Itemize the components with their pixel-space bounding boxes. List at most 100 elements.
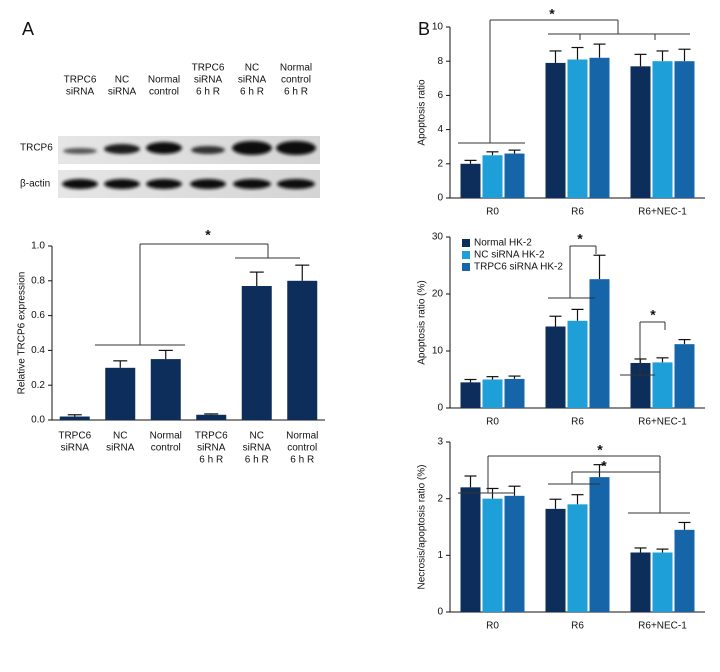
- y-axis-label: Necrosis/apoptosis ratio (%): [417, 464, 428, 589]
- y-tick-label: 0.2: [31, 380, 45, 391]
- bar: [652, 552, 673, 612]
- panel-label: A: [22, 19, 34, 39]
- blot-row-label: β-actin: [20, 179, 50, 190]
- x-tick-label: R0: [486, 621, 499, 632]
- legend-label: TRPC6 siRNA HK-2: [474, 262, 563, 273]
- legend-swatch: [462, 263, 470, 271]
- lane-label: NC: [115, 75, 129, 86]
- y-tick-label: 1.0: [31, 241, 45, 252]
- lane-label: control: [149, 87, 179, 98]
- lane-label: siRNA: [66, 87, 95, 98]
- western-blot: TRCP6 β-actin: [20, 136, 320, 198]
- x-tick-label: R6+NEC-1: [638, 207, 687, 218]
- blot-strip: [58, 170, 320, 198]
- bar: [567, 504, 588, 612]
- bar: [567, 59, 588, 198]
- bar: [105, 367, 136, 420]
- y-tick-label: 2: [437, 493, 443, 504]
- y-tick-label: 0: [437, 607, 443, 618]
- x-tick-label: Normal: [286, 431, 318, 442]
- significance-star: *: [650, 307, 656, 323]
- y-tick-label: 6: [437, 90, 443, 101]
- bar: [652, 362, 673, 408]
- legend-swatch: [462, 251, 470, 259]
- x-tick-label: siRNA: [61, 443, 90, 454]
- legend-label: NC siRNA HK-2: [474, 250, 545, 261]
- bar: [589, 57, 610, 198]
- x-tick-label: TRPC6: [58, 431, 91, 442]
- bar: [545, 62, 566, 198]
- significance-star: *: [597, 442, 603, 458]
- y-tick-label: 10: [432, 22, 444, 33]
- bar: [482, 498, 503, 612]
- y-tick-label: 0.8: [31, 275, 45, 286]
- lane-label: TRPC6: [64, 75, 97, 86]
- legend-label: Normal HK-2: [474, 238, 532, 249]
- x-tick-label: siRNA: [197, 443, 226, 454]
- blot-strip: [58, 136, 320, 164]
- y-tick-label: 10: [432, 346, 444, 357]
- bar: [545, 508, 566, 612]
- y-tick-label: 3: [437, 437, 443, 448]
- blot-row-label: TRCP6: [20, 143, 53, 154]
- x-tick-label: control: [151, 443, 181, 454]
- bar: [630, 552, 651, 612]
- lane-label: siRNA: [108, 87, 137, 98]
- x-tick-label: R6+NEC-1: [638, 417, 687, 428]
- significance-star: *: [549, 6, 555, 22]
- x-tick-label: R6+NEC-1: [638, 621, 687, 632]
- x-tick-label: NC: [113, 431, 127, 442]
- bar: [241, 286, 272, 420]
- x-tick-label: R6: [571, 207, 584, 218]
- bar: [59, 416, 90, 420]
- y-tick-label: 30: [432, 232, 444, 243]
- lane-label: Normal: [148, 75, 180, 86]
- bar: [630, 362, 651, 408]
- lane-label: control: [281, 75, 311, 86]
- bar: [630, 66, 651, 198]
- bar: [482, 379, 503, 408]
- lane-label: 6 h R: [240, 87, 264, 98]
- bar: [460, 487, 481, 612]
- y-tick-label: 20: [432, 289, 444, 300]
- x-tick-label: siRNA: [243, 443, 272, 454]
- bar: [504, 378, 525, 408]
- significance-star: *: [205, 227, 211, 243]
- bar: [674, 529, 695, 612]
- y-tick-label: 0.6: [31, 310, 45, 321]
- y-tick-label: 8: [437, 56, 443, 67]
- bar: [504, 495, 525, 612]
- bar: [567, 320, 588, 408]
- bar: [674, 344, 695, 408]
- bar: [482, 155, 503, 198]
- legend-swatch: [462, 239, 470, 247]
- lane-label: Normal: [280, 63, 312, 74]
- lane-label: TRPC6: [192, 63, 225, 74]
- lane-label: 6 h R: [196, 87, 220, 98]
- lane-label: siRNA: [194, 75, 223, 86]
- y-tick-label: 0.0: [31, 415, 45, 426]
- bar: [460, 163, 481, 198]
- y-tick-label: 0: [437, 193, 443, 204]
- bar: [196, 414, 227, 420]
- y-axis-label: Relative TRCP6 expression: [17, 272, 28, 395]
- panel-label: B: [418, 19, 430, 39]
- bar: [589, 279, 610, 408]
- x-tick-label: R0: [486, 417, 499, 428]
- x-tick-label: 6 h R: [245, 455, 269, 466]
- x-tick-label: siRNA: [106, 443, 135, 454]
- bar: [589, 477, 610, 612]
- lane-label: NC: [245, 63, 259, 74]
- y-tick-label: 2: [437, 158, 443, 169]
- y-tick-label: 4: [437, 124, 443, 135]
- x-tick-label: TRPC6: [195, 431, 228, 442]
- y-axis-label: Apoptosis ratio (%): [417, 280, 428, 364]
- lane-label: siRNA: [238, 75, 267, 86]
- x-tick-label: NC: [250, 431, 264, 442]
- significance-star: *: [601, 458, 607, 474]
- y-tick-label: 0: [437, 403, 443, 414]
- x-tick-label: Normal: [150, 431, 182, 442]
- bar: [460, 382, 481, 408]
- bar: [287, 280, 318, 420]
